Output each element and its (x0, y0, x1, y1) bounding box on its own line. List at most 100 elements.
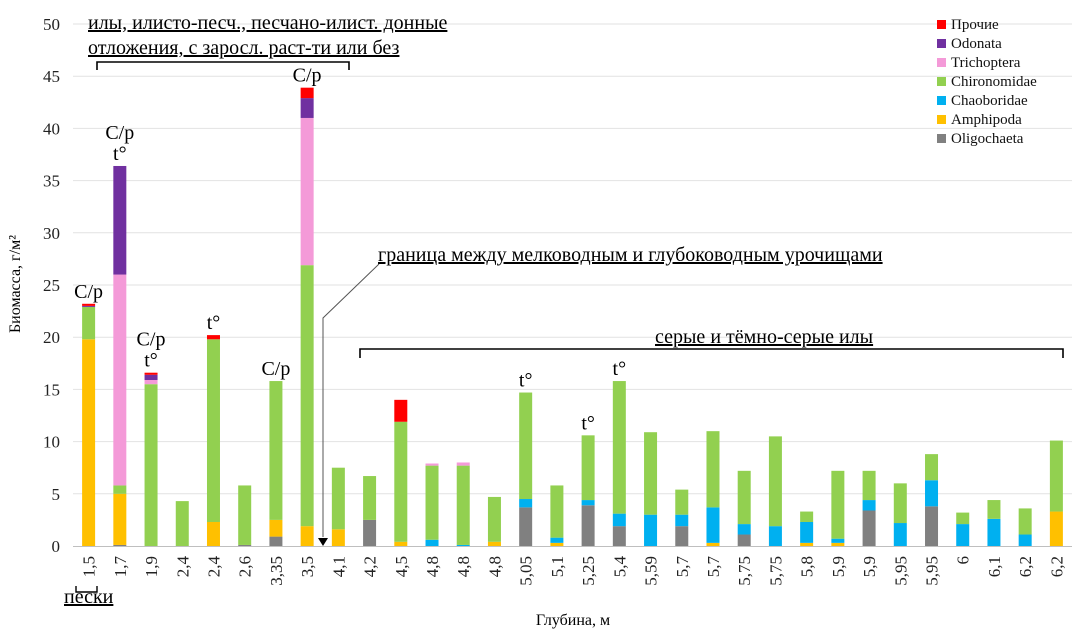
x-tick-label: 5,59 (642, 556, 661, 586)
x-tick-label: 3,5 (298, 556, 317, 577)
bar-segment-chironomidae (175, 501, 189, 546)
bar-segment-oligochaeta (862, 510, 876, 546)
bar-segment-chaoboridae (581, 500, 595, 506)
bars-layer (82, 87, 1063, 546)
y-tick-label: 25 (43, 276, 60, 295)
bar-segment-прочие (206, 335, 220, 340)
x-tick-label: 3,35 (267, 556, 286, 586)
legend-label: Chironomidae (951, 74, 1037, 90)
x-tick-label: 4,8 (486, 556, 505, 577)
bar-annotation: C/p (137, 329, 166, 351)
bar-segment-chaoboridae (831, 538, 845, 543)
x-tick-label: 4,8 (423, 556, 442, 577)
bar-segment-chironomidae (300, 265, 314, 527)
x-tick-label: 5,8 (798, 556, 817, 577)
bar-segment-chaoboridae (987, 518, 1001, 546)
legend-swatch (937, 20, 946, 29)
bar-segment-chaoboridae (519, 499, 533, 508)
bar-segment-trichoptera (144, 380, 158, 385)
bar-segment-chironomidae (675, 489, 689, 515)
bar-segment-chironomidae (425, 465, 439, 540)
x-tick-label: 2,4 (205, 556, 224, 578)
bar-segment-chironomidae (737, 470, 751, 525)
bar-segment-oligochaeta (612, 526, 626, 546)
bar-annotation: t° (207, 312, 221, 334)
bar-segment-amphipoda (300, 526, 314, 546)
legend-swatch (937, 39, 946, 48)
bar-annotation: t° (519, 370, 533, 392)
bar-segment-amphipoda (487, 541, 501, 546)
boundary-note: граница между мелководным и глубоководны… (378, 244, 883, 266)
bar-segment-chironomidae (956, 512, 970, 525)
y-tick-label: 0 (52, 537, 61, 556)
bar-segment-odonata (300, 98, 314, 118)
bar-segment-chaoboridae (737, 524, 751, 535)
bar-segment-amphipoda (831, 542, 845, 546)
x-tick-label: 1,9 (142, 556, 161, 577)
bar-segment-amphipoda (394, 541, 408, 546)
bar-segment-chironomidae (394, 421, 408, 542)
bar-segment-odonata (144, 374, 158, 380)
x-tick-label: 5,75 (735, 556, 754, 586)
x-tick-label: 4,2 (361, 556, 380, 577)
bar-segment-trichoptera (300, 117, 314, 266)
x-tick-label: 5,9 (829, 556, 848, 577)
x-tick-label: 2,4 (173, 556, 192, 578)
grey-silts-note: серые и тёмно-серые илы (655, 326, 873, 348)
bar-segment-chironomidae (1018, 508, 1032, 535)
bar-segment-chironomidae (831, 470, 845, 539)
x-tick-label: 5,05 (517, 556, 536, 586)
bar-segment-oligochaeta (519, 507, 533, 546)
bar-segment-chaoboridae (425, 539, 439, 546)
bar-segment-chironomidae (987, 500, 1001, 519)
bar-segment-oligochaeta (925, 506, 939, 546)
legend-swatch (937, 115, 946, 124)
legend-label: Odonata (951, 36, 1002, 52)
bar-segment-chironomidae (893, 483, 907, 524)
bar-segment-chaoboridae (644, 514, 658, 546)
x-tick-label: 5,9 (860, 556, 879, 577)
x-tick-label: 6,2 (1016, 556, 1035, 577)
bar-segment-chironomidae (363, 476, 377, 520)
legend-label: Chaoboridae (951, 93, 1028, 109)
grey-silts-bracket (359, 348, 1064, 358)
legend-label: Trichoptera (951, 55, 1021, 71)
y-tick-label: 15 (43, 380, 60, 399)
sands-note: пески (64, 586, 114, 608)
silts-note-line2: отложения, с заросл. раст-ти или без (88, 37, 400, 59)
bar-segment-chironomidae (487, 496, 501, 542)
bar-segment-chironomidae (238, 485, 252, 545)
bar-segment-chironomidae (331, 467, 345, 530)
bar-segment-chaoboridae (612, 513, 626, 527)
bar-segment-chaoboridae (925, 480, 939, 507)
bar-segment-chaoboridae (456, 544, 470, 546)
legend-swatch (937, 96, 946, 105)
bar-segment-oligochaeta (581, 505, 595, 546)
bar-segment-chironomidae (144, 384, 158, 546)
bar-segment-chironomidae (800, 511, 814, 522)
bar-annotation: t° (581, 412, 595, 434)
bar-segment-odonata (82, 305, 96, 307)
silts-bracket (96, 61, 350, 70)
x-tick-labels: 1,5 1,7 1,9 2,4 2,4 2,6 3,35 3,5 4,1 4,2 4,5 4,8 4,8… (80, 556, 1067, 586)
boundary-leader-line (322, 263, 380, 537)
x-tick-label: 5,7 (673, 556, 692, 578)
x-tick-label: 1,7 (111, 556, 130, 578)
legend: Прочие Odonata Trichoptera Chironomidae Chao… (937, 17, 1037, 147)
bar-annotation: C/p (293, 65, 322, 87)
bar-segment-chironomidae (519, 392, 533, 500)
y-tick-label: 35 (43, 172, 60, 191)
bar-segment-chironomidae (706, 431, 720, 508)
bar-annotation: t° (613, 358, 627, 380)
bar-segment-amphipoda (82, 339, 96, 546)
bar-annotation: C/p (261, 358, 290, 380)
bar-segment-oligochaeta (238, 544, 252, 546)
legend-swatch (937, 58, 946, 67)
x-tick-label: 6 (954, 556, 973, 565)
x-tick-label: 4,5 (392, 556, 411, 577)
bar-segment-trichoptera (113, 274, 127, 486)
bar-segment-chaoboridae (893, 523, 907, 546)
bar-segment-прочие (144, 372, 158, 375)
bar-segment-chironomidae (612, 381, 626, 514)
bar-segment-прочие (300, 87, 314, 99)
